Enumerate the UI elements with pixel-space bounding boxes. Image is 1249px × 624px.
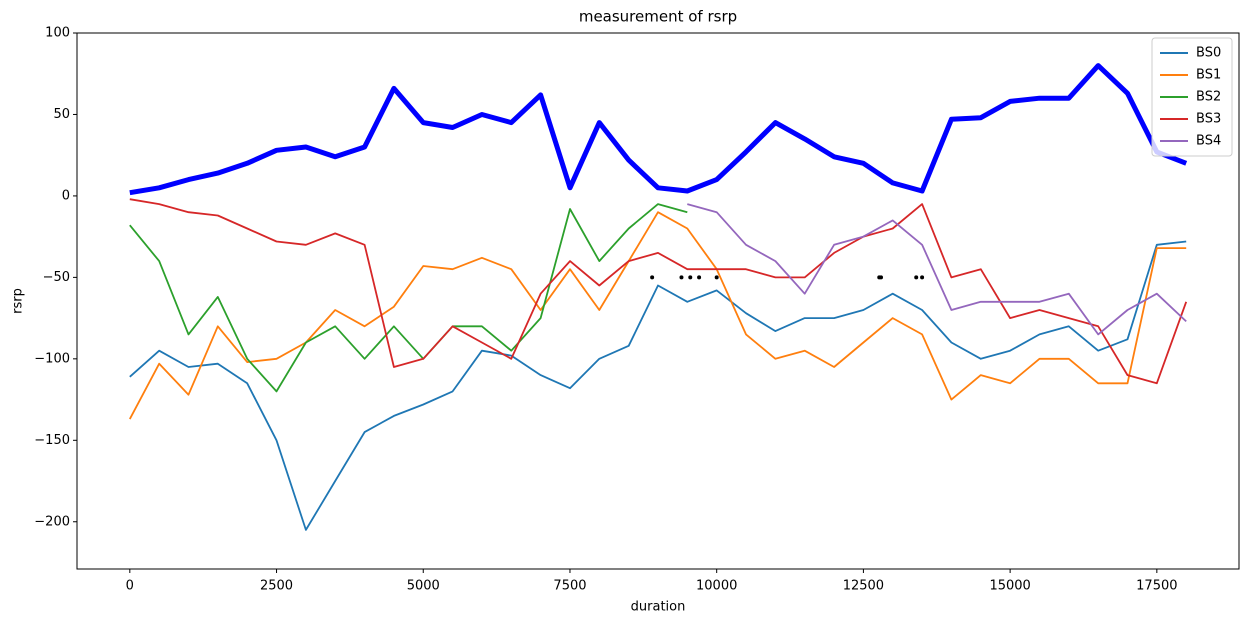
legend-label: BS1: [1196, 68, 1221, 83]
point: [650, 275, 655, 280]
y-tick-label: −50: [43, 270, 70, 285]
y-tick-label: −200: [34, 514, 70, 529]
series-line: [129, 240, 1187, 531]
series-line: [129, 198, 1188, 385]
point: [697, 275, 702, 280]
y-tick-label: 50: [53, 107, 70, 122]
x-axis-label: duration: [631, 600, 686, 615]
legend-label: BS0: [1196, 46, 1221, 61]
y-tick-label: 0: [62, 188, 70, 203]
legend-box: [1151, 37, 1233, 157]
x-tick-label: 15000: [989, 579, 1030, 594]
x-tick-label: 2500: [260, 579, 293, 594]
x-tick-label: 0: [126, 579, 134, 594]
series-line: [129, 63, 1188, 196]
x-tick-label: 7500: [553, 579, 586, 594]
chart-title: measurement of rsrp: [579, 8, 737, 26]
legend-label: BS3: [1196, 112, 1221, 127]
plot-frame: [76, 32, 1240, 570]
series-line: [687, 203, 1187, 336]
x-tick-label: 17500: [1136, 579, 1177, 594]
point: [714, 275, 719, 280]
legend-label: BS4: [1196, 134, 1221, 149]
point: [679, 275, 684, 280]
plot-area: [129, 63, 1188, 531]
y-tick-label: −150: [34, 433, 70, 448]
legend-label: BS2: [1196, 90, 1221, 105]
y-tick-label: 100: [45, 26, 70, 41]
point: [688, 275, 693, 280]
series-line: [129, 203, 688, 393]
x-tick-label: 5000: [407, 579, 440, 594]
x-tick-label: 10000: [696, 579, 737, 594]
y-axis-label: rsrp: [11, 288, 26, 314]
point: [879, 275, 884, 280]
point: [914, 275, 919, 280]
y-tick-label: −100: [34, 351, 70, 366]
point: [920, 275, 925, 280]
x-tick-label: 12500: [843, 579, 884, 594]
